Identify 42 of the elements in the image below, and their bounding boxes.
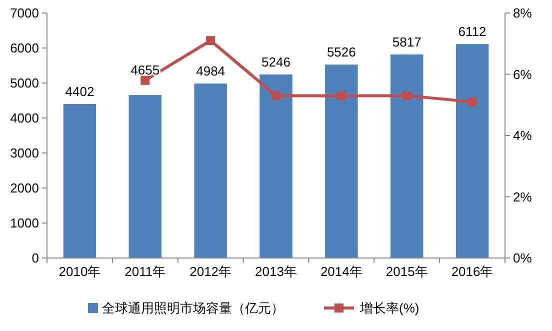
y2-tick-label: 6% — [513, 66, 532, 82]
bar — [456, 44, 489, 258]
y2-tick-label: 8% — [513, 6, 532, 21]
y-tick-label: 1000 — [10, 216, 39, 231]
bar — [63, 104, 96, 258]
y-tick-label: 7000 — [10, 6, 39, 21]
data-label: 5817 — [392, 34, 422, 50]
data-label: 6112 — [458, 24, 486, 40]
bar — [128, 95, 162, 258]
y2-tick-label: 0% — [513, 250, 532, 266]
point — [402, 91, 412, 100]
bar — [390, 54, 424, 258]
y-tick-label: 3000 — [10, 146, 39, 161]
x-tick-label: 2016年 — [451, 264, 494, 279]
x-tick-label: 2012年 — [190, 264, 232, 279]
legend-label: 全球通用照明市场容量（亿元） — [102, 300, 284, 316]
y-tick-label: 2000 — [10, 180, 39, 196]
x-tick-label: 2011年 — [124, 264, 166, 279]
point — [272, 91, 280, 100]
y-tick-label: 4000 — [10, 110, 39, 126]
legend-label: 增长率(%) — [359, 300, 420, 316]
data-label: 5246 — [262, 54, 290, 70]
point — [468, 97, 477, 106]
y-tick-label: 6000 — [10, 40, 39, 56]
x-tick-label: 2013年 — [255, 264, 297, 279]
y-tick-label: 0 — [32, 250, 39, 266]
bar — [260, 74, 292, 258]
point — [206, 36, 216, 46]
point — [140, 76, 150, 85]
data-label: 5526 — [326, 44, 356, 60]
bar — [194, 84, 227, 258]
x-tick-label: 2014年 — [320, 264, 362, 279]
data-label: 4402 — [65, 84, 94, 99]
data-label: 4655 — [130, 62, 160, 78]
y-tick-label: 5000 — [10, 76, 39, 91]
data-label: 4984 — [196, 64, 226, 79]
y2-tick-label: 2% — [513, 189, 532, 204]
point — [336, 91, 346, 100]
x-tick-label: 2010年 — [58, 264, 101, 279]
y2-tick-label: 4% — [513, 128, 532, 144]
x-tick-label: 2015年 — [386, 264, 428, 279]
bar — [325, 64, 358, 258]
